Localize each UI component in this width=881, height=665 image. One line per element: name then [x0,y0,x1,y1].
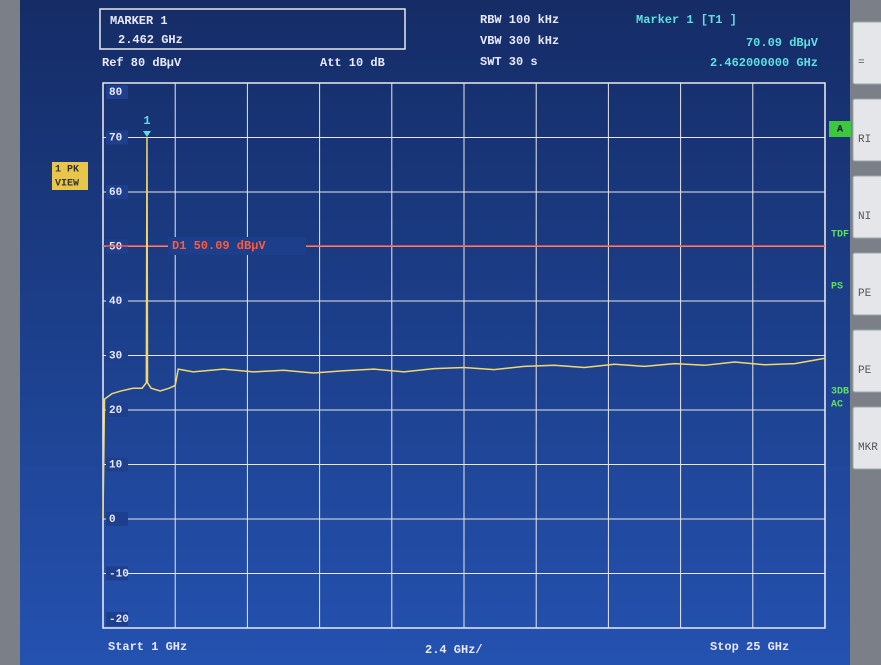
attenuation: Att 10 dB [320,56,385,70]
y-tick-label: -10 [109,568,129,580]
marker-freq: 2.462000000 GHz [710,56,818,70]
right-label: A [837,125,843,136]
side-buttons: = RI NI PE PE MKR [852,21,881,470]
y-tick-bg [106,612,128,626]
y-tick-label: 60 [109,187,122,199]
y-tick-bg [106,403,128,417]
rbw: RBW 100 kHz [480,13,559,27]
y-tick-label: 70 [109,132,122,144]
y-tick-bg [106,348,128,363]
swt: SWT 30 s [480,55,538,69]
soft-key-label: PE [858,365,872,377]
display [20,0,850,665]
y-tick-bg [106,566,128,581]
trace [102,137,826,520]
marker-box [99,8,406,50]
y-tick-bg [106,130,128,145]
soft-key-label: RI [858,134,871,146]
stop-freq: Stop 25 GHz [710,640,789,654]
y-tick-bg [106,85,128,99]
display-line-label-bg [168,237,306,256]
y-tick-bg [106,512,128,526]
marker-title: Marker 1 [T1 ] [636,13,737,27]
soft-key-label: = [858,57,865,69]
right-label: PS [831,282,843,293]
soft-key-label: NI [858,211,871,223]
y-tick-label: 10 [109,459,122,471]
y-tick-label: 30 [109,350,122,362]
marker-label: 1 [143,114,150,128]
marker-box-freq: 2.462 GHz [118,33,183,47]
y-tick-label: 40 [109,296,122,308]
y-tick-label: 20 [109,405,122,417]
right-label: TDF [831,230,849,241]
soft-key-label: PE [858,288,872,300]
y-tick-label: 50 [109,241,122,253]
y-tick-label: 80 [109,87,122,99]
y-tick-bg [106,294,128,308]
ref-level: Ref 80 dBµV [102,56,182,70]
plot: 80 70 60 50 40 30 20 10 0 -10 -20 D1 50.09 dBµV 1 [102,82,826,629]
right-label: 3DB [831,387,849,398]
trace-mode: 1 PK [55,165,79,176]
span-per-div: 2.4 GHz/ [425,643,483,657]
display-line-label: D1 50.09 dBµV [172,239,266,253]
soft-key[interactable] [852,329,881,393]
a-badge [829,121,851,137]
soft-key[interactable] [852,21,881,85]
marker-box-title: MARKER 1 [110,14,168,28]
start-freq: Start 1 GHz [108,640,187,654]
marker-triangle [142,131,151,138]
vbw: VBW 300 kHz [480,34,559,48]
y-tick-bg [106,185,128,199]
y-tick-label: 0 [109,514,116,526]
y-tick-bg [106,457,128,472]
marker-level: 70.09 dBµV [746,36,819,50]
soft-key[interactable] [852,98,881,162]
trace-badge [52,162,88,190]
trace-view: VIEW [55,179,79,190]
soft-key[interactable] [852,252,881,316]
soft-key[interactable] [852,175,881,239]
soft-key-label: MKR [858,442,878,454]
right-label: AC [831,400,843,411]
y-tick-label: -20 [109,614,129,626]
soft-key[interactable] [852,406,881,470]
